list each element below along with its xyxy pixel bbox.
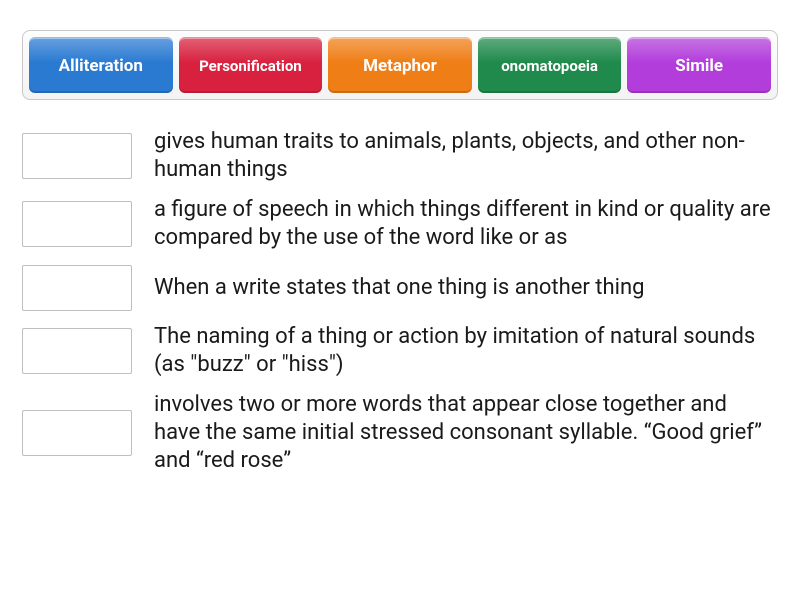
- tile-onomatopoeia[interactable]: onomatopoeia: [478, 37, 622, 93]
- definition-text: a figure of speech in which things diffe…: [154, 196, 778, 252]
- tile-simile[interactable]: Simile: [627, 37, 771, 93]
- definition-row: gives human traits to animals, plants, o…: [22, 128, 778, 184]
- drop-slot-3[interactable]: [22, 265, 132, 311]
- definition-text: The naming of a thing or action by imita…: [154, 323, 778, 379]
- definition-text: When a write states that one thing is an…: [154, 274, 644, 302]
- definitions-list: gives human traits to animals, plants, o…: [22, 128, 778, 475]
- definition-row: The naming of a thing or action by imita…: [22, 323, 778, 379]
- drop-slot-2[interactable]: [22, 201, 132, 247]
- drop-slot-4[interactable]: [22, 328, 132, 374]
- term-bank: Alliteration Personification Metaphor on…: [22, 30, 778, 100]
- tile-metaphor[interactable]: Metaphor: [328, 37, 472, 93]
- tile-personification[interactable]: Personification: [179, 37, 323, 93]
- definition-row: involves two or more words that appear c…: [22, 391, 778, 475]
- drop-slot-5[interactable]: [22, 410, 132, 456]
- definition-text: involves two or more words that appear c…: [154, 391, 778, 475]
- drop-slot-1[interactable]: [22, 133, 132, 179]
- definition-row: When a write states that one thing is an…: [22, 265, 778, 311]
- definition-text: gives human traits to animals, plants, o…: [154, 128, 778, 184]
- definition-row: a figure of speech in which things diffe…: [22, 196, 778, 252]
- tile-alliteration[interactable]: Alliteration: [29, 37, 173, 93]
